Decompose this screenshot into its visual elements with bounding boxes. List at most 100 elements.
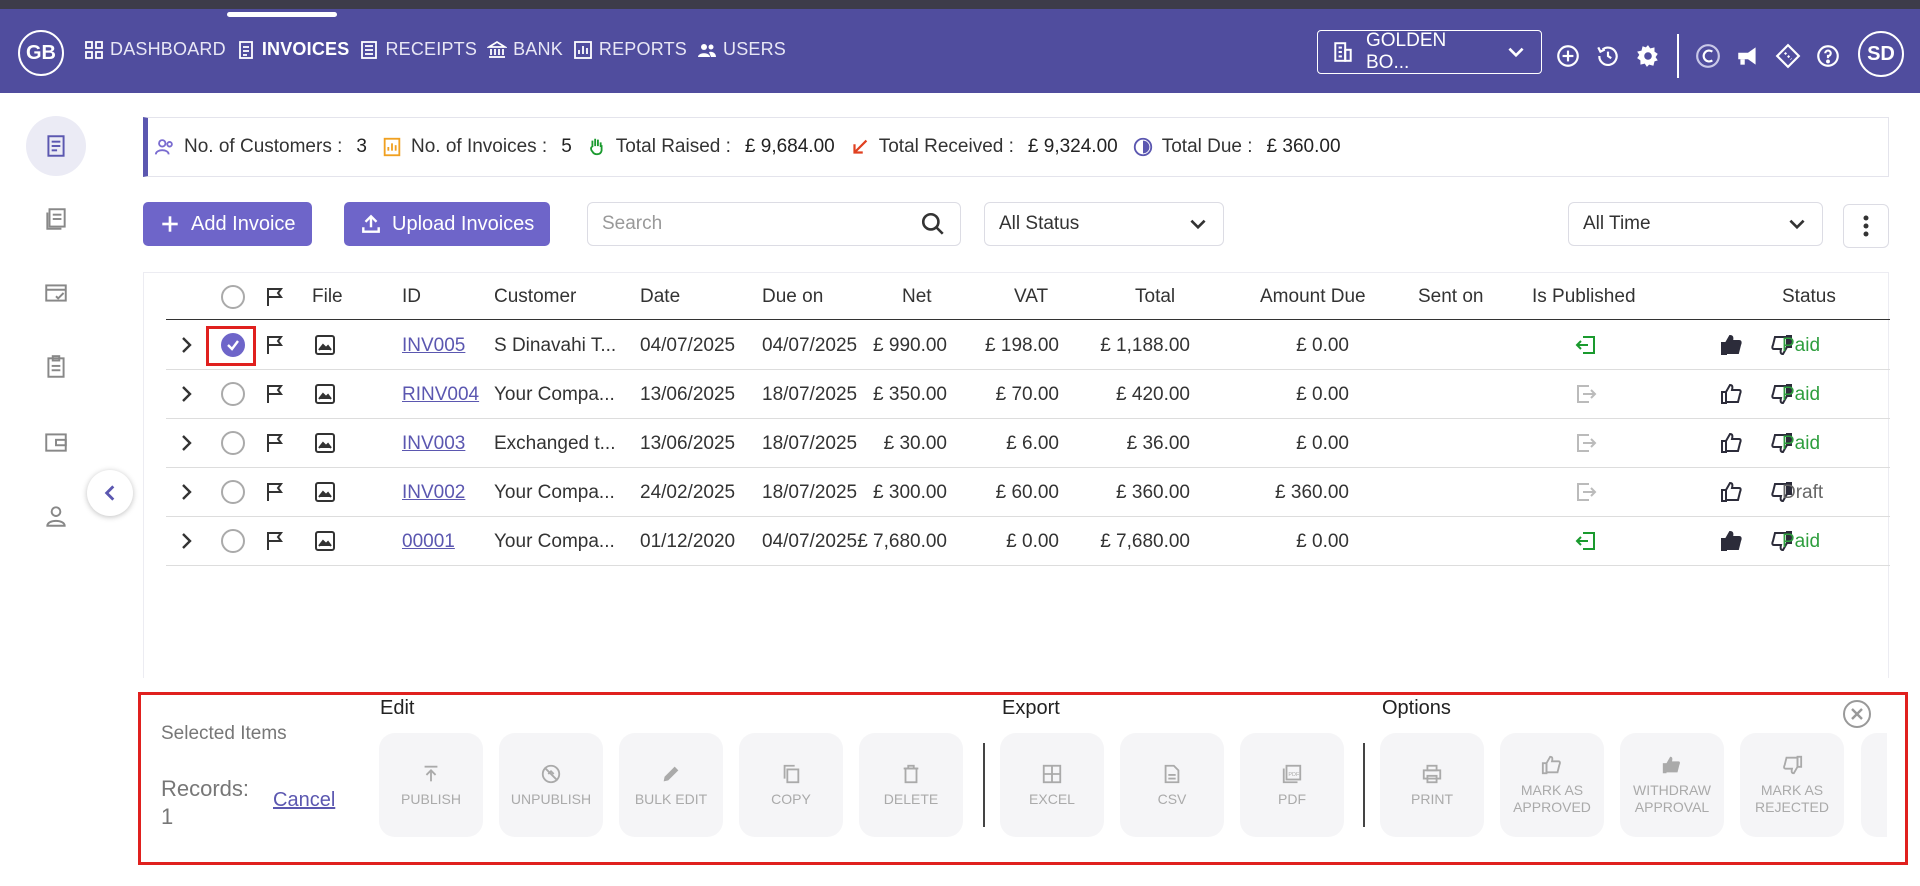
- image-icon[interactable]: [313, 529, 337, 553]
- invoice-id-link[interactable]: INV002: [402, 482, 466, 503]
- history-icon[interactable]: [1593, 41, 1623, 71]
- print-button[interactable]: PRINT: [1380, 733, 1484, 837]
- megaphone-icon[interactable]: [1733, 41, 1763, 71]
- image-icon[interactable]: [313, 480, 337, 504]
- expand-chevron-icon[interactable]: [174, 480, 198, 504]
- user-avatar[interactable]: SD: [1858, 31, 1904, 77]
- published-icon[interactable]: [1574, 529, 1598, 553]
- mark-rejected-button[interactable]: MARK AS REJECTED: [1740, 733, 1844, 837]
- sidebar-collapse-button[interactable]: [87, 470, 133, 516]
- flag-icon[interactable]: [263, 333, 287, 357]
- thumbs-up-icon[interactable]: [1720, 431, 1744, 455]
- sidebar-item-payments[interactable]: [26, 263, 86, 323]
- image-icon[interactable]: [313, 333, 337, 357]
- upload-invoices-button[interactable]: Upload Invoices: [344, 202, 551, 246]
- export-excel-button[interactable]: EXCEL: [1000, 733, 1104, 837]
- publish-button[interactable]: PUBLISH: [379, 733, 483, 837]
- col-amount-due[interactable]: Amount Due: [1260, 286, 1366, 307]
- nav-bank[interactable]: BANK: [487, 39, 563, 60]
- sidebar-item-profile[interactable]: [26, 486, 86, 546]
- company-logo-avatar[interactable]: GB: [18, 30, 64, 76]
- thumbs-down-icon[interactable]: [1769, 382, 1793, 406]
- flag-icon[interactable]: [263, 382, 287, 406]
- invoice-id-link[interactable]: 00001: [402, 531, 455, 552]
- unpublished-icon[interactable]: [1574, 431, 1598, 455]
- gear-icon[interactable]: [1633, 41, 1663, 71]
- col-date[interactable]: Date: [640, 286, 681, 307]
- flag-icon[interactable]: [263, 480, 287, 504]
- thumbs-down-icon[interactable]: [1769, 333, 1793, 357]
- thumbs-down-icon[interactable]: [1769, 480, 1793, 504]
- ticket-icon[interactable]: [1773, 41, 1803, 71]
- bulk-edit-button[interactable]: BULK EDIT: [619, 733, 723, 837]
- col-sent-on[interactable]: Sent on: [1418, 286, 1484, 307]
- thumbs-up-icon[interactable]: [1720, 480, 1744, 504]
- unpublished-icon[interactable]: [1574, 480, 1598, 504]
- company-selector[interactable]: GOLDEN BO...: [1317, 30, 1542, 74]
- table-row[interactable]: RINV004 Your Compa... 13/06/2025 18/07/2025…: [166, 370, 1890, 419]
- row-checkbox[interactable]: [221, 333, 245, 357]
- flag-icon[interactable]: [263, 529, 287, 553]
- withdraw-approval-button[interactable]: WITHDRAW APPROVAL: [1620, 733, 1724, 837]
- invoice-id-link[interactable]: RINV004: [402, 384, 480, 405]
- invoice-id-link[interactable]: INV005: [402, 335, 466, 356]
- expand-chevron-icon[interactable]: [174, 431, 198, 455]
- copy-button[interactable]: COPY: [739, 733, 843, 837]
- add-invoice-button[interactable]: Add Invoice: [143, 202, 312, 246]
- col-customer[interactable]: Customer: [494, 286, 577, 307]
- nav-dashboard[interactable]: DASHBOARD: [84, 39, 226, 60]
- mark-approved-button[interactable]: MARK AS APPROVED: [1500, 733, 1604, 837]
- flag-icon[interactable]: [263, 285, 287, 309]
- export-csv-button[interactable]: CSV: [1120, 733, 1224, 837]
- sidebar-item-wallet[interactable]: [26, 412, 86, 472]
- nav-users[interactable]: USERS: [697, 39, 786, 60]
- unpublished-icon[interactable]: [1574, 382, 1598, 406]
- unpublish-button[interactable]: UNPUBLISH: [499, 733, 603, 837]
- export-pdf-button[interactable]: PDF PDF: [1240, 733, 1344, 837]
- sidebar-item-tasks[interactable]: [26, 337, 86, 397]
- nav-invoices[interactable]: INVOICES: [236, 39, 350, 60]
- col-is-published[interactable]: Is Published: [1532, 286, 1636, 307]
- table-row[interactable]: INV003 Exchanged t... 13/06/2025 18/07/2025…: [166, 419, 1890, 468]
- cancel-selection-link[interactable]: Cancel: [273, 789, 336, 811]
- col-net[interactable]: Net: [902, 286, 932, 307]
- image-icon[interactable]: [313, 382, 337, 406]
- image-icon[interactable]: [313, 431, 337, 455]
- nav-reports[interactable]: REPORTS: [573, 39, 687, 60]
- more-options-button[interactable]: [1843, 204, 1889, 248]
- more-actions-overflow[interactable]: [1861, 733, 1887, 837]
- expand-chevron-icon[interactable]: [174, 529, 198, 553]
- coin-c-icon[interactable]: [1693, 41, 1723, 71]
- thumbs-down-icon[interactable]: [1769, 529, 1793, 553]
- invoice-id-link[interactable]: INV003: [402, 433, 466, 454]
- help-icon[interactable]: [1813, 41, 1843, 71]
- row-checkbox[interactable]: [221, 480, 245, 504]
- flag-icon[interactable]: [263, 431, 287, 455]
- select-all-checkbox[interactable]: [221, 285, 245, 309]
- table-row[interactable]: INV002 Your Compa... 24/02/2025 18/07/2025 £…: [166, 468, 1890, 517]
- time-filter-select[interactable]: All Time: [1568, 202, 1823, 246]
- table-row[interactable]: 00001 Your Compa... 01/12/2020 04/07/2025 £ …: [166, 517, 1890, 566]
- search-input[interactable]: [602, 213, 920, 235]
- col-id[interactable]: ID: [402, 286, 421, 307]
- sidebar-item-documents[interactable]: [26, 189, 86, 249]
- add-circle-icon[interactable]: [1553, 41, 1583, 71]
- row-checkbox[interactable]: [221, 529, 245, 553]
- published-icon[interactable]: [1574, 333, 1598, 357]
- expand-chevron-icon[interactable]: [174, 333, 198, 357]
- search-icon[interactable]: [920, 211, 946, 237]
- thumbs-up-icon[interactable]: [1720, 529, 1744, 553]
- col-due-on[interactable]: Due on: [762, 286, 824, 307]
- close-bulk-panel-button[interactable]: [1843, 700, 1871, 728]
- status-filter-select[interactable]: All Status: [984, 202, 1224, 246]
- thumbs-up-icon[interactable]: [1720, 333, 1744, 357]
- row-checkbox[interactable]: [221, 382, 245, 406]
- expand-chevron-icon[interactable]: [174, 382, 198, 406]
- col-status[interactable]: Status: [1782, 286, 1836, 307]
- delete-button[interactable]: DELETE: [859, 733, 963, 837]
- col-vat[interactable]: VAT: [1014, 286, 1049, 307]
- col-total[interactable]: Total: [1135, 286, 1176, 307]
- thumbs-down-icon[interactable]: [1769, 431, 1793, 455]
- sidebar-item-invoices[interactable]: [26, 116, 86, 176]
- table-row[interactable]: INV005 S Dinavahi T... 04/07/2025 04/07/202…: [166, 321, 1890, 370]
